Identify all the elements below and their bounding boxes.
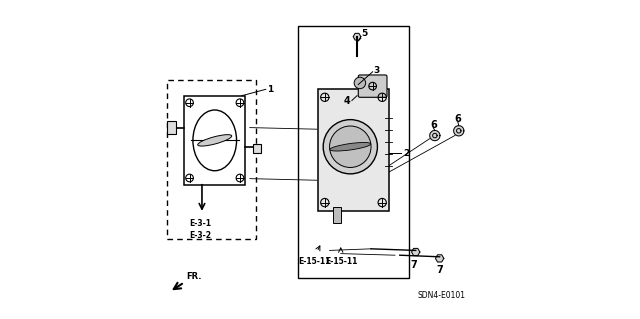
- Text: 6: 6: [455, 114, 461, 124]
- Circle shape: [354, 77, 365, 89]
- Text: 2: 2: [403, 149, 409, 158]
- Text: 4: 4: [344, 96, 350, 107]
- Text: 7: 7: [436, 264, 443, 275]
- Text: SDN4-E0101: SDN4-E0101: [417, 291, 465, 300]
- Bar: [319, 89, 388, 211]
- Text: 5: 5: [362, 29, 368, 38]
- Polygon shape: [429, 130, 440, 141]
- Text: 7: 7: [411, 260, 417, 271]
- Text: FR.: FR.: [186, 272, 202, 281]
- Ellipse shape: [198, 135, 232, 146]
- Polygon shape: [412, 249, 420, 256]
- Polygon shape: [454, 126, 464, 136]
- Text: 6: 6: [430, 120, 437, 130]
- Bar: [253, 144, 261, 153]
- Bar: [167, 121, 177, 134]
- Bar: [333, 207, 340, 223]
- Bar: [298, 26, 410, 278]
- Text: E-15-11: E-15-11: [326, 257, 358, 266]
- Bar: [167, 80, 256, 239]
- Text: 1: 1: [268, 85, 274, 94]
- Polygon shape: [435, 255, 444, 262]
- Circle shape: [323, 120, 378, 174]
- Polygon shape: [353, 33, 361, 40]
- Bar: [184, 96, 245, 185]
- Text: E-3-1: E-3-1: [189, 219, 211, 227]
- Ellipse shape: [330, 143, 371, 151]
- Text: 3: 3: [374, 66, 380, 75]
- Text: E-15-11: E-15-11: [298, 257, 331, 266]
- Circle shape: [330, 126, 371, 167]
- Text: E-3-2: E-3-2: [189, 231, 211, 240]
- FancyBboxPatch shape: [358, 75, 387, 97]
